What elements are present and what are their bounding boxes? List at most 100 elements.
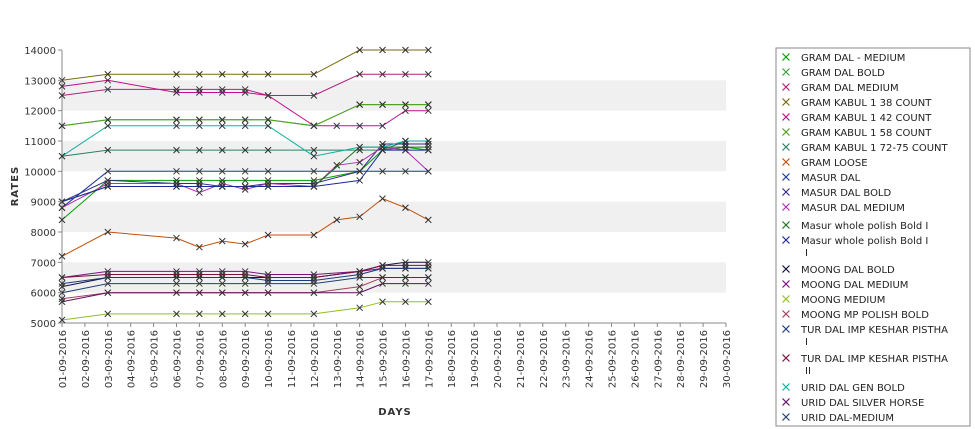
series-line	[61, 140, 429, 157]
data-point	[104, 183, 112, 190]
data-point	[333, 122, 341, 130]
data-point	[241, 271, 249, 278]
legend-item: GRAM DAL BOLD	[782, 68, 885, 79]
data-point	[173, 274, 180, 281]
data-point	[104, 70, 112, 78]
series-line	[61, 49, 429, 81]
data-point	[241, 89, 249, 96]
x-tick-label: 05-09-2016	[150, 330, 161, 388]
data-point	[58, 295, 66, 303]
data-point	[264, 180, 272, 187]
data-point	[104, 271, 112, 278]
legend-label: MASUR DAL	[801, 173, 861, 184]
data-point	[58, 152, 66, 160]
data-point	[196, 243, 203, 251]
legend-item: Masur whole polish Bold I	[782, 221, 928, 232]
data-point	[424, 280, 432, 287]
data-point	[196, 86, 203, 93]
data-point	[58, 92, 66, 99]
series-layer	[58, 46, 432, 324]
data-point	[241, 167, 249, 175]
data-point	[173, 89, 180, 96]
data-point	[264, 92, 272, 99]
data-point	[58, 274, 66, 281]
series-20	[58, 280, 432, 306]
series-line	[61, 277, 429, 294]
grid-band	[62, 80, 726, 111]
data-point	[424, 265, 432, 272]
x-tick-label: 24-09-2016	[585, 330, 596, 388]
data-point	[379, 140, 386, 148]
data-point	[241, 146, 249, 154]
data-point	[241, 289, 249, 297]
data-point	[356, 289, 364, 297]
series-line	[61, 264, 429, 278]
series-19	[58, 122, 432, 160]
x-tick-label: 12-09-2016	[310, 330, 321, 388]
data-point	[424, 274, 432, 281]
data-point	[196, 280, 203, 287]
x-tick-label: 06-09-2016	[172, 330, 183, 388]
x-tick-label: 29-09-2016	[699, 330, 710, 388]
data-point	[379, 70, 386, 78]
data-point	[218, 177, 226, 184]
x-tick-label: 25-09-2016	[608, 330, 619, 388]
legend-marker	[782, 188, 790, 196]
data-point	[58, 122, 66, 130]
data-point	[218, 116, 226, 124]
legend-item: MASUR DAL BOLD	[782, 188, 892, 199]
data-point	[218, 86, 226, 93]
data-point	[218, 274, 226, 281]
series-4	[58, 76, 432, 130]
y-tick-label: 13000	[24, 76, 56, 87]
legend-marker	[782, 236, 790, 244]
x-tick-label: 30-09-2016	[722, 330, 733, 388]
data-point	[241, 183, 249, 190]
data-point	[310, 152, 318, 160]
data-point	[379, 146, 386, 154]
legend-label: MOONG DAL MEDIUM	[801, 280, 908, 291]
data-point	[241, 310, 249, 318]
data-point	[424, 101, 432, 108]
data-point	[218, 70, 226, 78]
data-point	[241, 86, 249, 93]
data-point	[173, 289, 180, 297]
legend-marker	[782, 98, 790, 106]
data-point	[218, 180, 226, 187]
data-point	[173, 116, 180, 124]
legend-marker	[782, 203, 790, 211]
y-tick-label: 14000	[24, 46, 56, 57]
legend-label-continued: I	[805, 337, 808, 348]
data-point	[356, 122, 364, 130]
data-point	[196, 167, 203, 175]
data-point	[264, 231, 272, 239]
legend-label-continued: II	[805, 366, 811, 377]
legend-marker	[782, 383, 790, 391]
x-axis-ticks: 01-09-2016 02-09-2016 03-09-2016 04-09-2016…	[58, 323, 733, 388]
data-point	[218, 122, 226, 130]
legend-marker	[782, 295, 790, 303]
data-point	[58, 252, 66, 260]
data-point	[264, 277, 272, 284]
y-axis-title: RATES	[10, 166, 21, 207]
y-tick-label: 6000	[31, 289, 56, 300]
y-axis-ticks: 5000 6000 7000 8000 9000 10000 11000 12000 13000…	[24, 46, 62, 330]
data-point	[424, 262, 432, 269]
legend-label: GRAM LOOSE	[801, 158, 868, 169]
data-point	[218, 89, 226, 96]
data-point	[173, 271, 180, 278]
data-point	[196, 180, 203, 187]
data-point	[196, 183, 203, 190]
y-tick-label: 5000	[31, 319, 56, 330]
data-point	[104, 122, 112, 130]
x-tick-label: 28-09-2016	[676, 330, 687, 388]
data-point	[58, 298, 66, 306]
series-line	[61, 283, 429, 303]
data-point	[218, 289, 226, 297]
data-point	[173, 86, 180, 93]
data-point	[104, 76, 112, 84]
data-point	[218, 146, 226, 154]
data-point	[104, 167, 112, 175]
series-15	[58, 298, 432, 324]
